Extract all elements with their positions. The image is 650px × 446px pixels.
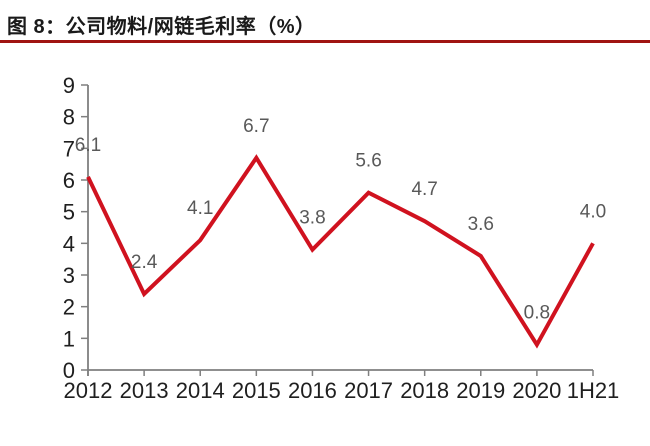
figure-title: 图 8：公司物料/网链毛利率（%） [7, 16, 316, 38]
x-tick-label: 2017 [344, 378, 393, 403]
data-point-label: 4.0 [580, 201, 606, 222]
x-tick-label: 2012 [64, 378, 113, 403]
y-tick-label: 7 [63, 136, 75, 161]
y-tick-label: 5 [63, 200, 75, 225]
data-point-label: 3.6 [468, 214, 494, 235]
x-tick-label: 1H21 [567, 378, 620, 403]
data-point-label: 6.7 [243, 116, 269, 137]
x-tick-label: 2019 [456, 378, 505, 403]
y-tick-label: 1 [63, 326, 75, 351]
y-tick-label: 9 [63, 73, 75, 98]
data-point-label: 2.4 [131, 252, 158, 273]
y-tick-label: 4 [63, 231, 75, 256]
data-point-label: 4.7 [411, 179, 437, 200]
y-tick-label: 6 [63, 168, 75, 193]
x-tick-label: 2013 [120, 378, 169, 403]
data-point-label: 5.6 [355, 151, 381, 172]
y-tick-label: 2 [63, 295, 75, 320]
x-tick-label: 2018 [400, 378, 449, 403]
y-tick-label: 3 [63, 263, 75, 288]
data-point-label: 6.1 [75, 135, 101, 156]
figure-header: 图 8：公司物料/网链毛利率（%） [7, 10, 650, 39]
data-point-label: 0.8 [524, 303, 550, 324]
x-tick-label: 2016 [288, 378, 337, 403]
data-point-label: 3.8 [299, 208, 325, 229]
x-tick-label: 2014 [176, 378, 225, 403]
title-underline-rule [0, 40, 650, 43]
x-tick-label: 2015 [232, 378, 281, 403]
x-tick-label: 2020 [512, 378, 561, 403]
y-tick-label: 8 [63, 105, 75, 130]
y-tick-label: 0 [63, 358, 75, 383]
data-point-label: 4.1 [187, 198, 213, 219]
series-line [86, 154, 595, 349]
